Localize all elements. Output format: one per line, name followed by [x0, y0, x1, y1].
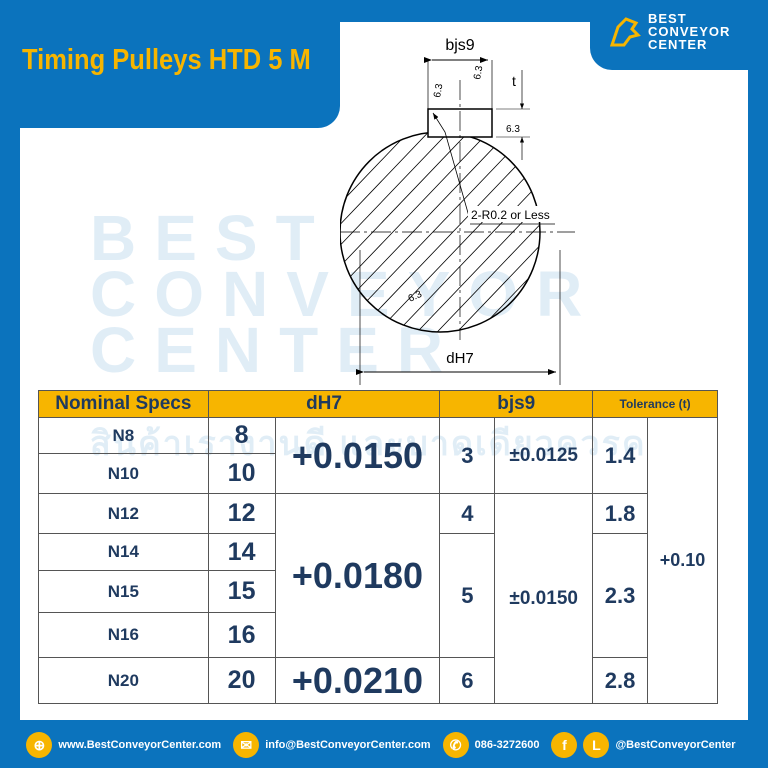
d-cell: 15	[207, 570, 276, 613]
logo-line: CENTER	[648, 37, 708, 52]
b-cell: 6	[439, 657, 496, 704]
svg-text:6.3: 6.3	[432, 82, 445, 98]
hatch-line	[340, 132, 461, 332]
d-tol-cell: +0.0180	[274, 493, 441, 658]
shaft-keyway-drawing: bjs9 t 6.3 2-R0.2 or Less dH7 6.3 6.3 6.…	[340, 37, 580, 385]
phone-icon: ✆	[442, 732, 469, 758]
t-cell: 1.4	[592, 417, 649, 494]
hatch-line	[439, 132, 540, 332]
email-link[interactable]: info@BestConveyorCenter.com	[265, 739, 431, 751]
logo-line: CONVEYOR	[648, 24, 731, 39]
svg-text:6.3: 6.3	[472, 64, 485, 80]
b-cell: 4	[439, 493, 496, 534]
d-tol-cell: +0.0210	[274, 657, 441, 704]
table-row: N15 15	[38, 570, 718, 613]
header-tolerance: Tolerance (t)	[592, 390, 718, 418]
page-title: Timing Pulleys HTD 5 M	[22, 44, 311, 76]
d-cell: 14	[207, 533, 276, 571]
facebook-icon[interactable]: f	[551, 732, 578, 758]
b-cell: 3	[439, 417, 496, 494]
specs-table: Nominal Specs dH7 bjs9 Tolerance (t) N8 …	[38, 390, 718, 704]
roughness-label: 6.3	[506, 124, 520, 135]
hatch-line	[459, 132, 540, 332]
d-cell: 12	[207, 493, 276, 534]
b-tol-cell: ±0.0150	[494, 493, 594, 704]
hatch-line	[379, 132, 540, 332]
globe-icon: ⊕	[26, 732, 53, 758]
spec-cell: N15	[38, 570, 209, 613]
email-icon: ✉	[233, 732, 260, 758]
table-header-row: Nominal Specs dH7 bjs9 Tolerance (t)	[38, 390, 718, 418]
header-bjs9: bjs9	[439, 390, 594, 418]
header-dh7: dH7	[207, 390, 441, 418]
hatch-line	[359, 132, 540, 332]
radius-note: 2-R0.2 or Less	[471, 208, 550, 222]
hatch-line	[519, 132, 540, 332]
hatch-line	[340, 132, 521, 332]
depth-label: t	[512, 73, 516, 89]
table-row: N20 20 +0.0210 6 2.8	[38, 657, 718, 704]
d-cell: 10	[207, 453, 276, 494]
spec-cell: N12	[38, 493, 209, 534]
table-row: N8 8 +0.0150 3 ±0.0125 1.4 +0.10	[38, 417, 718, 704]
hatch-line	[340, 132, 481, 332]
horse-logo-icon	[609, 16, 641, 46]
d-cell: 20	[207, 657, 276, 704]
d-cell: 8	[207, 417, 276, 454]
spec-cell: N16	[38, 612, 209, 658]
t-cell: 2.3	[592, 533, 649, 658]
social-handle[interactable]: @BestConveyorCenter	[615, 739, 736, 751]
spec-cell: N8	[38, 417, 209, 454]
hatch-line	[340, 132, 540, 332]
svg-text:6.3: 6.3	[407, 289, 425, 305]
t-cell: 1.8	[592, 493, 649, 534]
website-link[interactable]: www.BestConveyorCenter.com	[58, 739, 222, 751]
logo-tab	[590, 0, 768, 70]
t-cell: 2.8	[592, 657, 649, 704]
b-cell: 5	[439, 533, 496, 658]
hatch-line	[560, 120, 580, 350]
t-tol-cell: +0.10	[647, 417, 718, 704]
phone-link[interactable]: 086-3272600	[474, 739, 540, 751]
d-cell: 16	[207, 612, 276, 658]
table-row: N14 14 5 2.3	[38, 533, 718, 658]
table-row: N10 10	[38, 453, 718, 494]
title-tab	[0, 0, 340, 128]
header-nominal: Nominal Specs	[38, 390, 209, 418]
hatch-line	[340, 132, 421, 332]
brand-logo: BEST CONVEYOR CENTER	[608, 12, 730, 51]
spec-cell: N20	[38, 657, 209, 704]
width-label: bjs9	[445, 37, 474, 54]
spec-cell: N10	[38, 453, 209, 494]
d-tol-cell: +0.0150	[274, 417, 441, 494]
table-row: N16 16	[38, 612, 718, 658]
b-tol-cell: ±0.0125	[494, 417, 594, 494]
diameter-label: dH7	[446, 350, 474, 367]
hatch-line	[340, 132, 501, 332]
line-icon[interactable]: L	[583, 732, 610, 758]
spec-cell: N14	[38, 533, 209, 571]
logo-line: BEST	[648, 11, 687, 26]
contact-footer: ⊕ www.BestConveyorCenter.com ✉ info@Best…	[0, 728, 768, 762]
hatch-line	[419, 132, 540, 332]
hatch-line	[399, 132, 540, 332]
hatch-line	[340, 132, 441, 332]
table-row: N12 12 +0.0180 4 ±0.0150 1.8	[38, 493, 718, 704]
